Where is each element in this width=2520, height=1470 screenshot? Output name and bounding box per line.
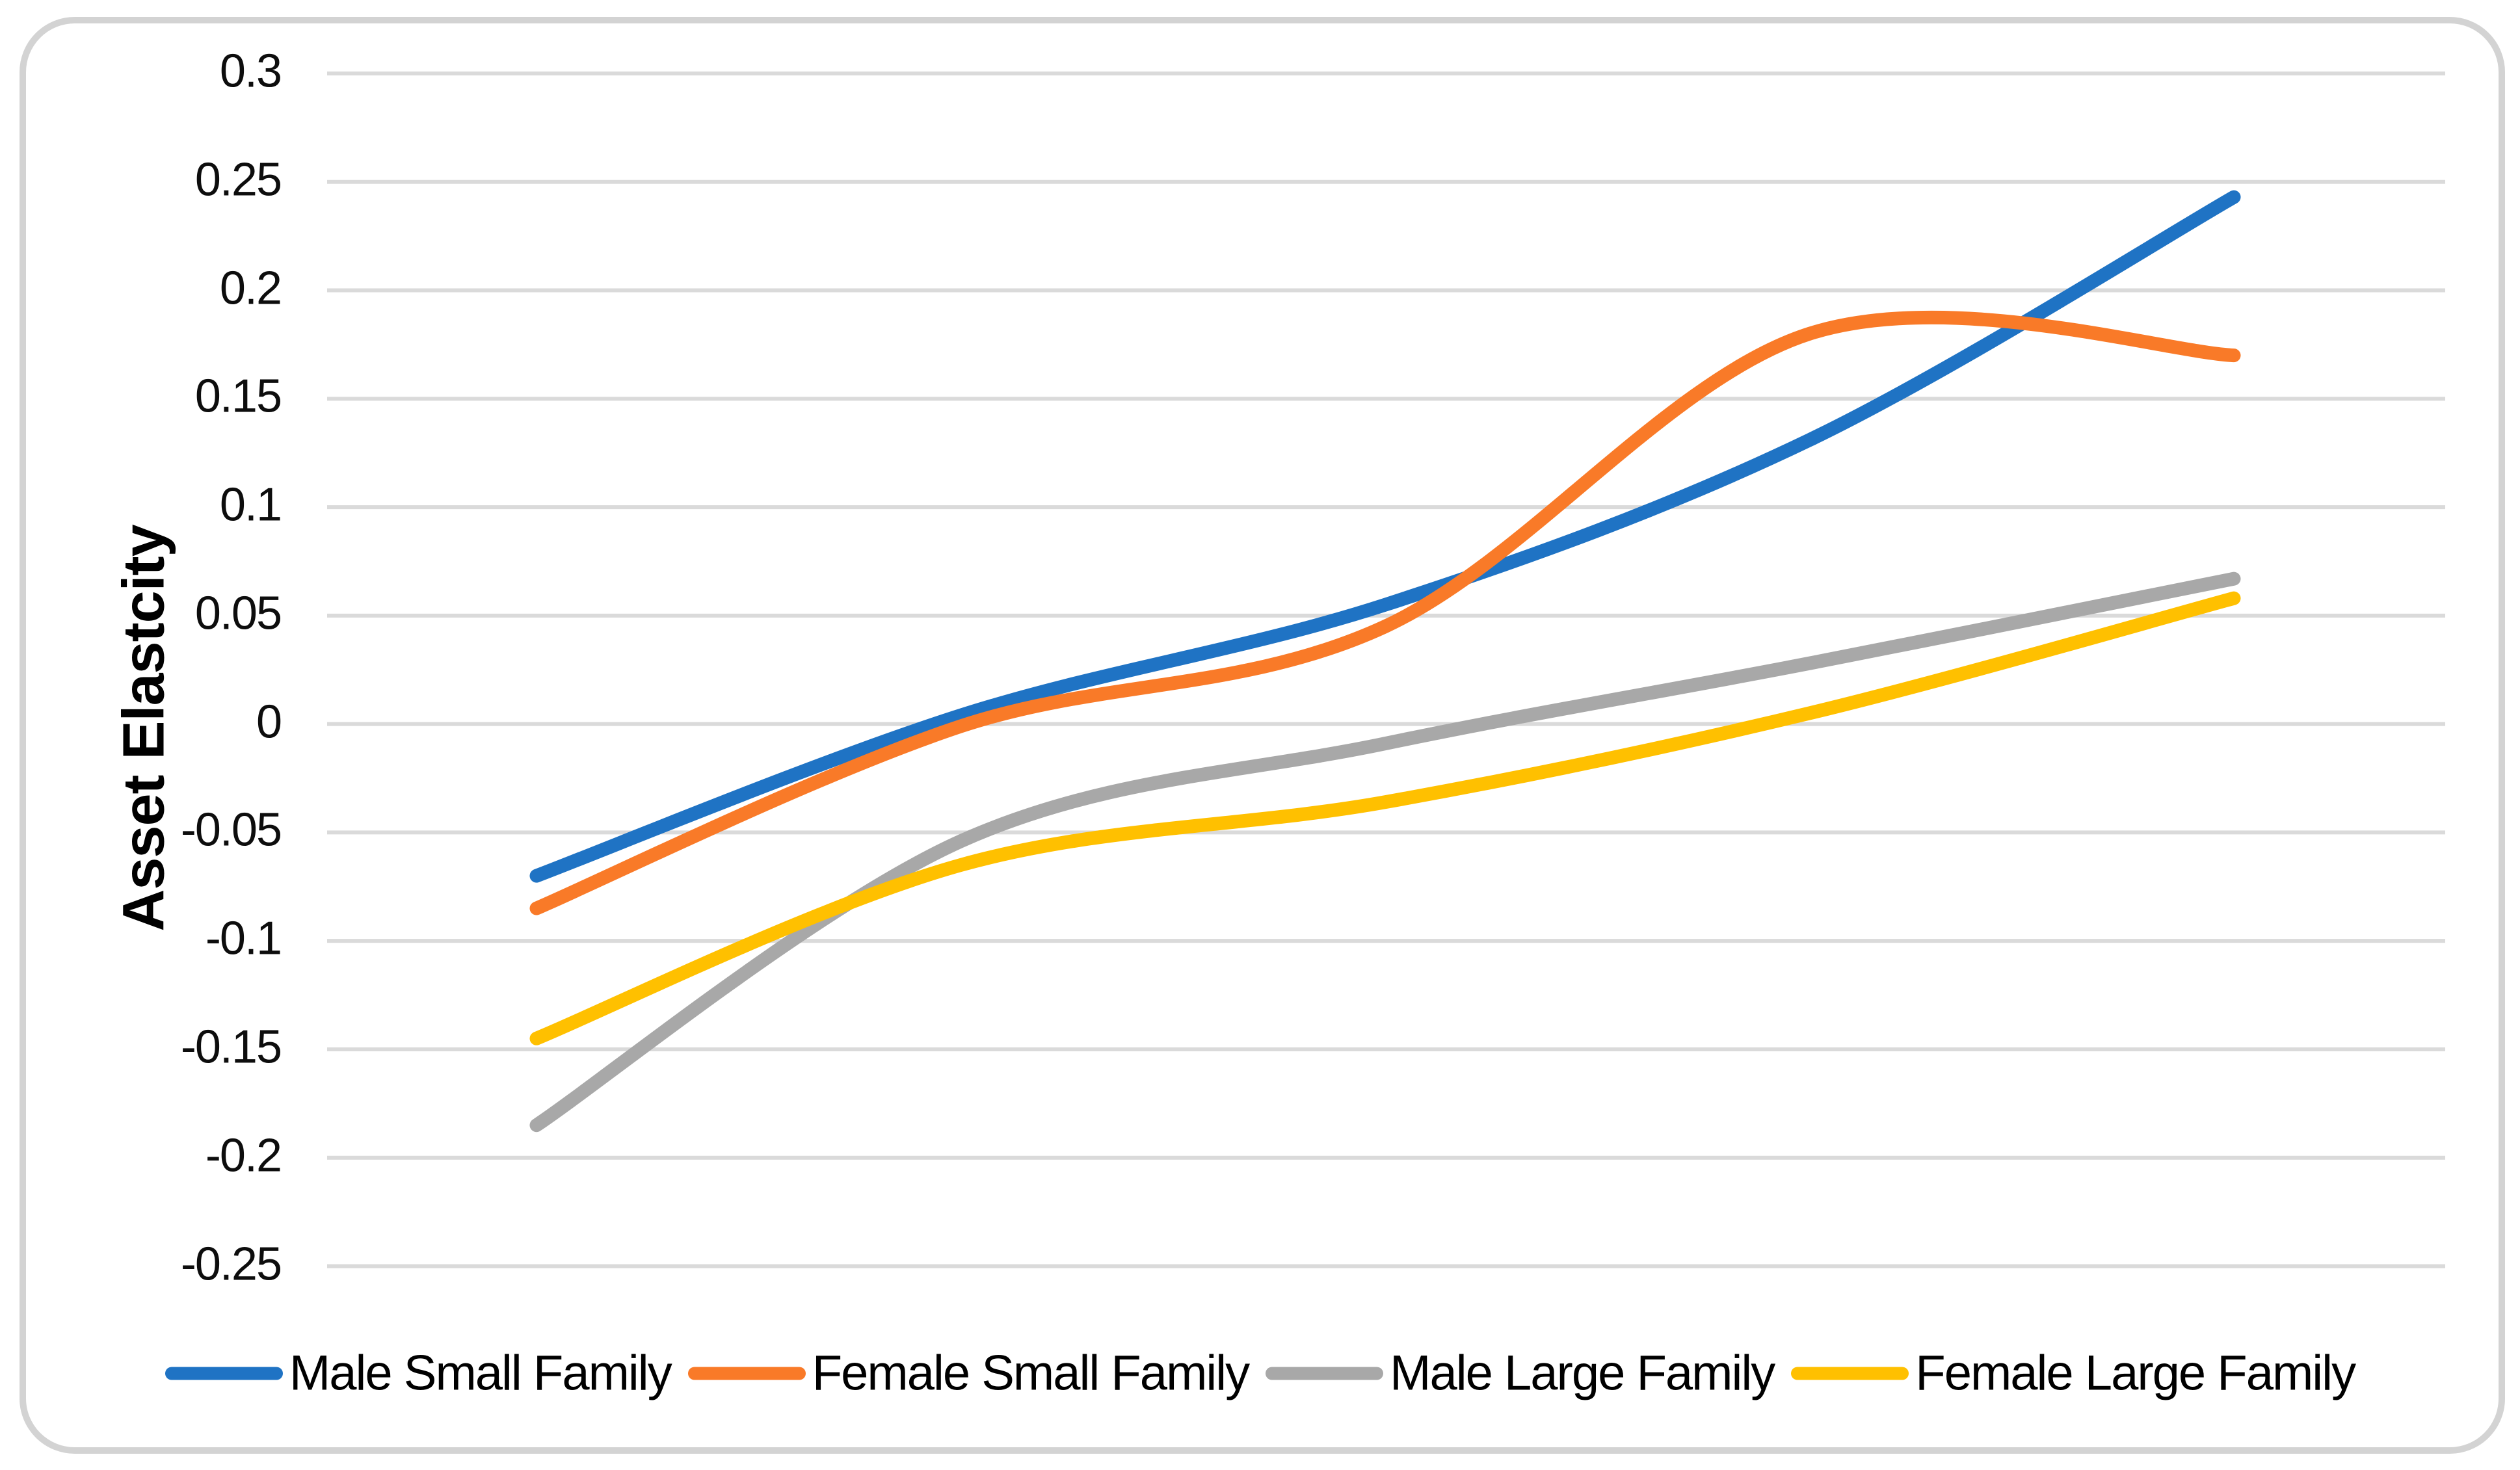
y-tick-label--0.15: -0.15 (180, 1021, 282, 1073)
y-tick-label--0.2: -0.2 (205, 1129, 282, 1182)
chart-legend: Male Small Family Female Small Family Male… (0, 1345, 2520, 1402)
y-tick-label-0.25: 0.25 (194, 153, 282, 206)
legend-swatch-icon (165, 1367, 283, 1380)
legend-label: Male Large Family (1390, 1345, 1775, 1401)
y-tick-label-0.15: 0.15 (194, 371, 282, 423)
y-tick-label-0.1: 0.1 (219, 479, 282, 531)
series-line-male-small-family (529, 190, 2241, 883)
legend-item-female-large-family: Female Large Family (1791, 1345, 2356, 1402)
legend-item-male-large-family: Male Large Family (1266, 1345, 1775, 1402)
legend-swatch-icon (687, 1367, 806, 1380)
series-line-female-large-family (529, 591, 2241, 1045)
y-tick-label-0: 0 (256, 696, 282, 748)
series-line-male-large-family (529, 571, 2241, 1133)
legend-label: Female Small Family (812, 1345, 1250, 1401)
legend-swatch-icon (1791, 1367, 1909, 1380)
y-tick-label-0.3: 0.3 (219, 45, 282, 98)
y-tick-label-0.2: 0.2 (219, 262, 282, 315)
y-tick-label--0.25: -0.25 (180, 1238, 282, 1291)
y-tick-label-0.05: 0.05 (194, 587, 282, 640)
legend-swatch-icon (1266, 1367, 1384, 1380)
y-tick-label--0.1: -0.1 (205, 912, 282, 965)
legend-item-male-small-family: Male Small Family (165, 1345, 672, 1402)
legend-label: Female Large Family (1915, 1345, 2356, 1401)
y-tick-label--0.05: -0.05 (180, 804, 282, 857)
chart-frame (20, 17, 2505, 1454)
legend-item-female-small-family: Female Small Family (687, 1345, 1250, 1402)
series-line-female-small-family (529, 310, 2241, 915)
legend-label: Male Small Family (289, 1345, 672, 1401)
